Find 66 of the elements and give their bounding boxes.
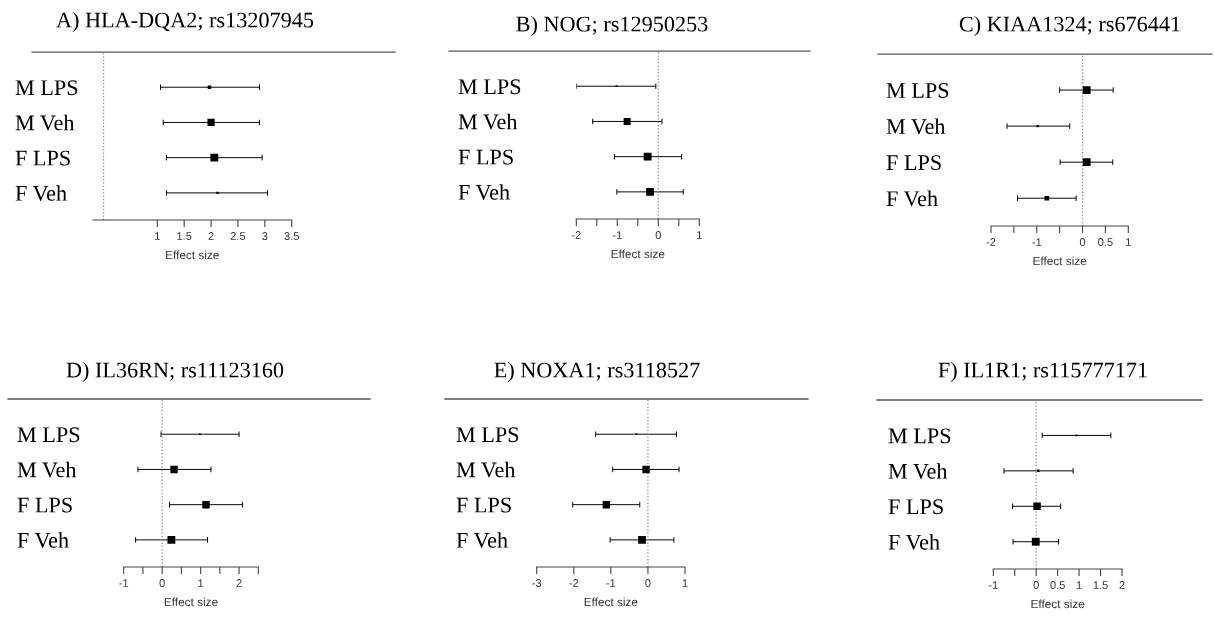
- y-tick-label: M Veh: [458, 113, 518, 130]
- x-tick-label: 0: [655, 231, 661, 239]
- y-tick-label: F Veh: [17, 532, 69, 548]
- x-axis-title: Effect size: [166, 250, 219, 260]
- y-tick-label: F Veh: [458, 184, 510, 200]
- x-tick-label: 3: [262, 232, 268, 240]
- x-tick-label: 1: [198, 579, 204, 587]
- x-tick-label: -1: [606, 579, 616, 587]
- chart-title: C) KIAA1324; rs676441: [959, 15, 1180, 37]
- x-tick-label: 2: [208, 232, 214, 240]
- x-tick-label: 1: [155, 232, 160, 240]
- y-tick-label: M Veh: [456, 461, 516, 478]
- x-tick-label: 1: [697, 231, 702, 239]
- y-tick-label: M Veh: [17, 461, 77, 478]
- y-tick-label: M LPS: [886, 83, 949, 98]
- x-axis-title: Effect size: [1033, 256, 1087, 266]
- y-tick-label: F Veh: [888, 534, 940, 550]
- x-tick-label: 0: [159, 579, 165, 587]
- y-tick-label: F Veh: [15, 185, 67, 201]
- x-axis-title: Effect size: [611, 249, 665, 259]
- x-tick-label: 2: [1119, 581, 1125, 589]
- y-tick-label: F LPS: [15, 150, 70, 166]
- y-tick-label: M LPS: [15, 80, 78, 96]
- x-tick-label: 0: [1079, 238, 1086, 246]
- x-tick-label: 0: [645, 579, 651, 587]
- y-tick-label: M LPS: [17, 427, 80, 443]
- x-tick-label: 1.5: [1093, 581, 1108, 589]
- x-tick-label: 0.5: [1098, 238, 1113, 246]
- y-tick-label: F LPS: [888, 499, 943, 515]
- y-tick-label: F Veh: [886, 190, 938, 207]
- x-tick-label: 1: [682, 579, 688, 587]
- x-axis-title: Effect size: [164, 597, 218, 607]
- x-tick-label: -1: [119, 579, 129, 587]
- chart-title: F) IL1R1; rs115777171: [938, 361, 1147, 383]
- x-tick-label: 2: [236, 579, 242, 587]
- x-tick-label: 1.5: [177, 232, 192, 240]
- x-tick-label: 3.5: [284, 232, 299, 240]
- x-axis-title: Effect size: [584, 597, 638, 607]
- y-tick-label: F LPS: [886, 155, 941, 171]
- x-axis-title: Effect size: [1031, 599, 1085, 609]
- y-tick-label: M LPS: [456, 427, 519, 443]
- x-tick-label: -3: [532, 579, 542, 587]
- x-tick-label: -2: [571, 231, 581, 239]
- x-tick-label: -1: [1032, 238, 1042, 246]
- y-tick-label: M LPS: [458, 79, 521, 95]
- x-tick-label: -1: [612, 231, 622, 239]
- chart-title: D) IL36RN; rs11123160: [66, 361, 284, 383]
- x-tick-label: -2: [986, 238, 996, 246]
- chart-title: B) NOG; rs12950253: [516, 15, 708, 37]
- x-tick-label: -2: [569, 579, 579, 587]
- x-tick-label: 1: [1076, 581, 1082, 589]
- x-tick-label: 0: [1033, 581, 1039, 589]
- x-tick-label: 2.5: [230, 232, 246, 240]
- chart-title: A) HLA-DQA2; rs13207945: [56, 11, 314, 33]
- x-tick-label: 0.5: [1050, 581, 1065, 589]
- y-tick-label: M LPS: [888, 428, 951, 444]
- y-tick-label: F Veh: [456, 532, 508, 548]
- x-tick-label: 1: [1126, 238, 1131, 246]
- y-tick-label: F LPS: [458, 149, 513, 165]
- y-tick-label: M Veh: [886, 118, 946, 135]
- y-tick-label: F LPS: [17, 497, 72, 513]
- chart-title: E) NOXA1; rs3118527: [494, 361, 700, 383]
- y-tick-label: F LPS: [456, 497, 511, 513]
- y-tick-label: M Veh: [888, 463, 948, 479]
- x-tick-label: -1: [988, 581, 998, 589]
- y-tick-label: M Veh: [15, 114, 75, 131]
